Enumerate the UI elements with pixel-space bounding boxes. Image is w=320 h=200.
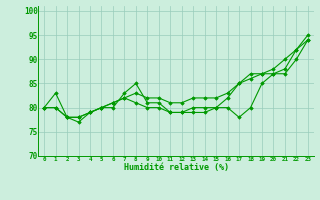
- X-axis label: Humidité relative (%): Humidité relative (%): [124, 163, 228, 172]
